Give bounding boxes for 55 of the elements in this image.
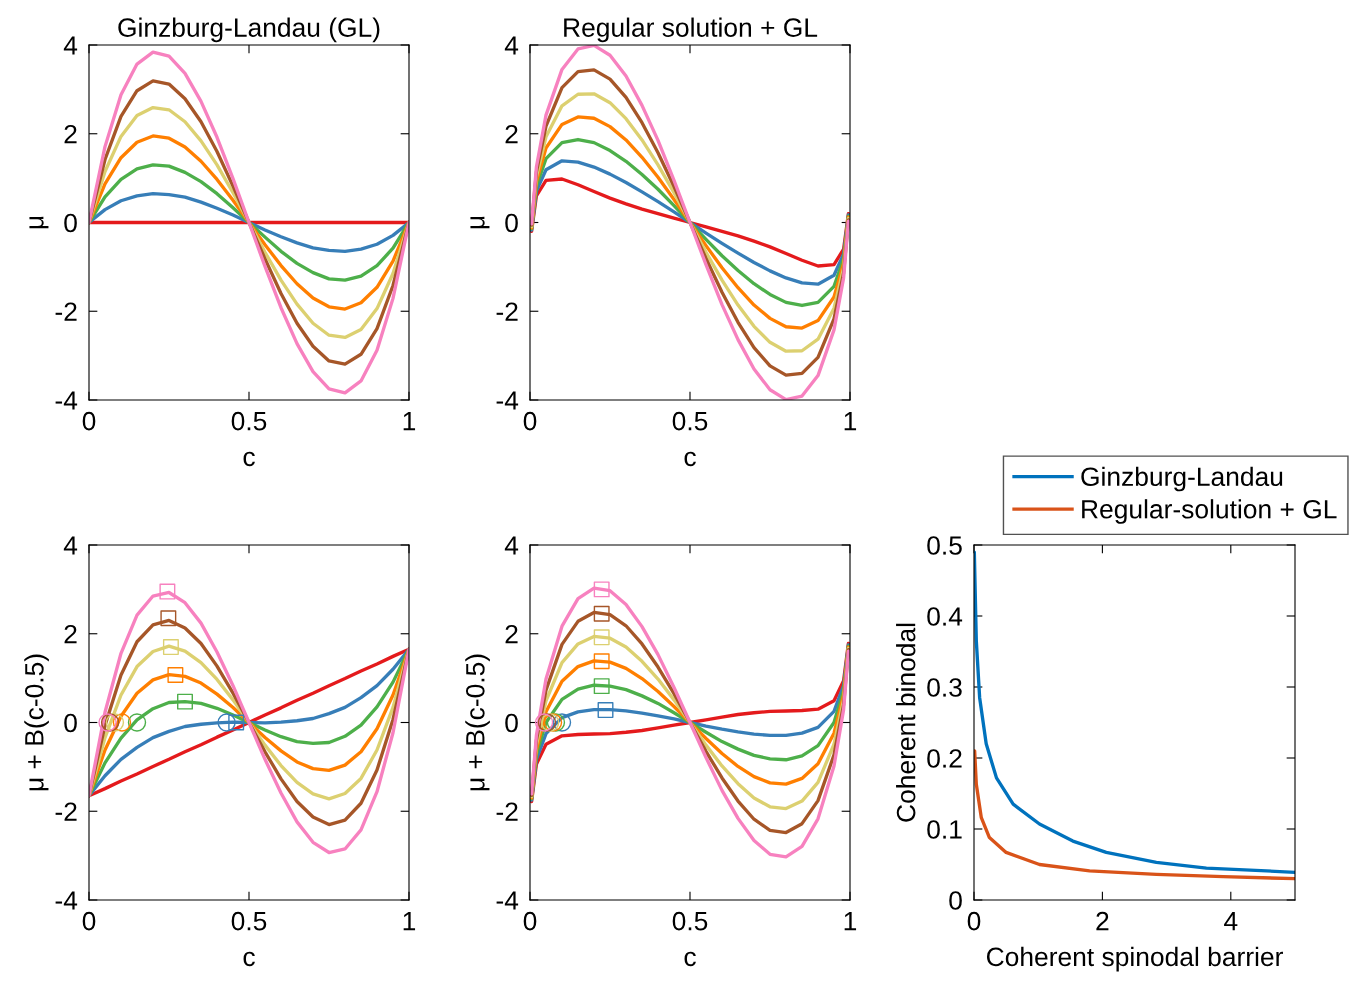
- x-axis-title: c: [243, 451, 255, 467]
- y-tick-label: 0: [64, 213, 77, 233]
- y-axis-title: μ: [29, 216, 49, 229]
- y-tick-label: 0.5: [927, 536, 962, 555]
- y-tick-label: 4: [63, 536, 78, 555]
- x-axis-title: c: [684, 451, 696, 467]
- y-tick-label: 0: [505, 213, 518, 233]
- y-tick-label: 0: [949, 891, 962, 910]
- y-axis-title: μ + B(c-0.5): [24, 654, 49, 791]
- y-tick-label: -4: [496, 891, 519, 910]
- x-tick-label: 0.5: [231, 411, 267, 431]
- legend-label: Ginzburg-Landau: [1081, 466, 1283, 492]
- y-tick-label: -4: [55, 391, 78, 410]
- y-tick-label: 2: [505, 624, 518, 644]
- x-tick-label: 0.5: [672, 411, 708, 431]
- x-tick-label: 2: [1096, 911, 1109, 931]
- x-tick-label: 1: [403, 912, 416, 931]
- y-axis-title: μ + B(c-0.5): [465, 654, 490, 791]
- y-tick-label: 2: [64, 124, 77, 144]
- y-tick-label: -2: [496, 802, 518, 821]
- y-tick-label: 0.4: [927, 607, 963, 626]
- x-tick-label: 1: [403, 412, 416, 431]
- y-tick-label: -2: [55, 302, 77, 321]
- chart-title: Ginzburg-Landau (GL): [118, 17, 380, 43]
- x-axis-title: c: [684, 951, 696, 967]
- y-tick-label: 4: [504, 36, 519, 55]
- x-tick-label: 0: [967, 911, 981, 931]
- x-tick-label: 0: [82, 911, 96, 931]
- y-axis-title: μ: [470, 216, 490, 229]
- x-tick-label: 4: [1224, 912, 1238, 931]
- y-tick-label: 0.3: [927, 678, 962, 697]
- x-tick-label: 0: [523, 911, 537, 931]
- y-tick-label: 0: [505, 713, 518, 733]
- x-tick-label: 1: [844, 412, 857, 431]
- x-tick-label: 0: [523, 411, 537, 431]
- y-axis-title: Coherent binodal: [896, 623, 916, 822]
- x-tick-label: 0.5: [231, 911, 267, 931]
- legend-label: Regular-solution + GL: [1082, 499, 1337, 524]
- y-tick-label: 4: [63, 36, 78, 55]
- y-tick-label: 0.1: [927, 820, 962, 839]
- y-tick-label: 0.2: [927, 749, 962, 768]
- x-tick-label: 0.5: [672, 911, 708, 931]
- y-tick-label: 2: [505, 124, 518, 144]
- y-tick-label: -4: [496, 391, 519, 410]
- y-tick-label: 0: [64, 713, 77, 733]
- y-tick-label: 4: [504, 536, 519, 555]
- chart-title: Regular solution + GL: [564, 17, 818, 43]
- y-tick-label: 2: [64, 624, 77, 644]
- x-axis-title: Coherent spinodal barrier: [986, 946, 1283, 972]
- x-tick-label: 0: [82, 411, 96, 431]
- x-axis-title: c: [243, 951, 255, 967]
- y-tick-label: -4: [55, 891, 78, 910]
- y-tick-label: -2: [55, 802, 77, 821]
- x-tick-label: 1: [844, 912, 857, 931]
- y-tick-label: -2: [496, 302, 518, 321]
